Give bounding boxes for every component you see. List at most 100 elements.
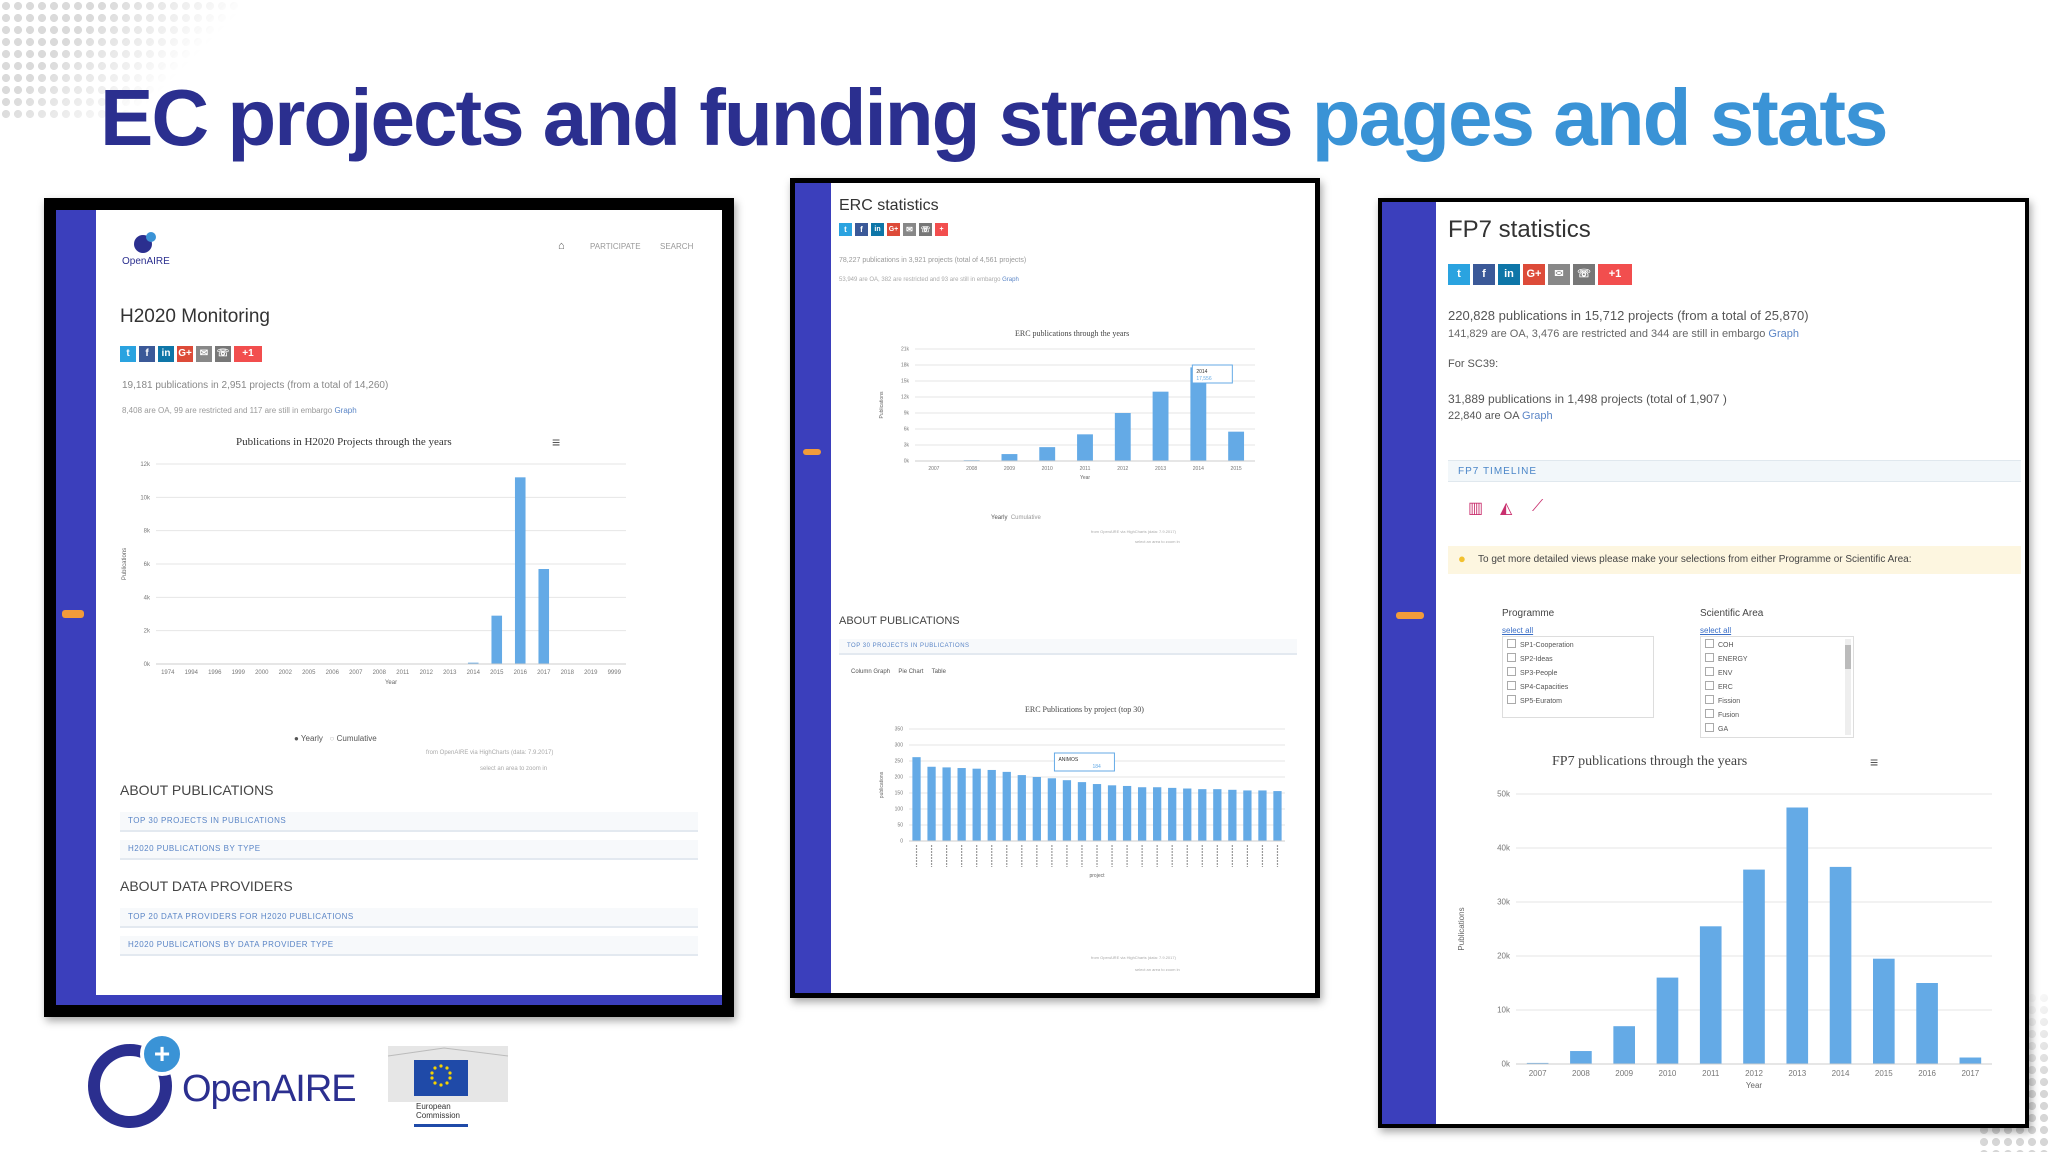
tab-column-graph[interactable]: Column Graph	[851, 669, 891, 675]
plus-icon[interactable]: +	[935, 223, 948, 236]
graph-link[interactable]: Graph	[1002, 277, 1019, 283]
chart1-credit: from OpenAIRE via HighCharts (data: 7.9.…	[1091, 529, 1176, 534]
area-option[interactable]: ENERGY	[1705, 653, 1748, 663]
linkedin-icon[interactable]: in	[871, 223, 884, 236]
bar	[942, 767, 951, 841]
area-option[interactable]: GA	[1705, 723, 1728, 733]
checkbox[interactable]	[1507, 681, 1516, 690]
googleplus-icon[interactable]: G+	[1523, 264, 1545, 285]
x-tick-label: 2013	[1788, 1069, 1806, 1078]
programme-select-all[interactable]: select all	[1502, 626, 1534, 635]
slide-title: EC projects and funding streams pages an…	[100, 72, 1888, 164]
chart-menu-icon[interactable]: ≡	[1870, 754, 1879, 770]
legend-cumulative-icon[interactable]: ○	[329, 734, 335, 743]
x-tick-label: 2006	[326, 670, 340, 676]
bar	[1114, 413, 1131, 461]
facebook-icon[interactable]: f	[855, 223, 868, 236]
legend-yearly-icon[interactable]: ●	[294, 734, 299, 743]
linkedin-icon[interactable]: in	[158, 346, 174, 362]
home-icon[interactable]: ⌂	[558, 240, 565, 252]
whatsapp-icon[interactable]: ☏	[215, 346, 231, 362]
nav-participate[interactable]: PARTICIPATE	[590, 242, 641, 251]
checkbox[interactable]	[1507, 667, 1516, 676]
y-tick-label: 15k	[901, 379, 910, 385]
stats-line-2-text: 53,949 are OA, 382 are restricted and 93…	[839, 277, 1001, 283]
bar-chart-icon[interactable]: ▥	[1468, 500, 1484, 517]
area-option[interactable]: ENV	[1705, 667, 1732, 677]
openaire-logo[interactable]: OpenAIRE	[108, 230, 178, 270]
area-list[interactable]: COH ENERGY ENV ERC Fission Fusion GA	[1700, 636, 1854, 738]
y-tick-label: 40k	[1497, 844, 1511, 853]
checkbox[interactable]	[1507, 695, 1516, 704]
sidebar-handle[interactable]	[1396, 612, 1424, 619]
area-option[interactable]: ERC	[1705, 681, 1733, 691]
area-option[interactable]: Fission	[1705, 695, 1740, 705]
checkbox[interactable]	[1705, 681, 1714, 690]
checkbox[interactable]	[1705, 695, 1714, 704]
publications-by-type-row[interactable]: H2020 PUBLICATIONS BY TYPE	[120, 840, 698, 860]
sc-graph-link[interactable]: Graph	[1522, 410, 1553, 422]
tab-pie-chart[interactable]: Pie Chart	[898, 669, 924, 675]
x-axis-label: Year	[1080, 475, 1090, 481]
publications-by-provider-type-row[interactable]: H2020 PUBLICATIONS BY DATA PROVIDER TYPE	[120, 936, 698, 956]
top30-projects-row[interactable]: TOP 30 PROJECTS IN PUBLICATIONS	[120, 812, 698, 832]
twitter-icon[interactable]: t	[1448, 264, 1470, 285]
programme-option[interactable]: SP2-Ideas	[1507, 653, 1553, 663]
legend-yearly[interactable]: Yearly	[300, 734, 323, 743]
email-icon[interactable]: ✉	[1548, 264, 1570, 285]
twitter-icon[interactable]: t	[839, 223, 852, 236]
graph-link[interactable]: Graph	[334, 406, 357, 415]
checkbox[interactable]	[1507, 653, 1516, 662]
plus-icon[interactable]: +1	[234, 346, 262, 362]
y-axis-label: Publications	[1457, 907, 1466, 950]
plus-icon[interactable]: +1	[1598, 264, 1632, 285]
checkbox[interactable]	[1705, 723, 1714, 732]
legend-cumulative[interactable]: Cumulative	[1010, 515, 1041, 521]
fp7-statistics-screenshot: FP7 statistics t f in G+ ✉ ☏ +1 220,828 …	[1378, 198, 2029, 1128]
sidebar-handle[interactable]	[62, 610, 84, 618]
area-chart-icon[interactable]: ◭	[1500, 500, 1513, 517]
email-icon[interactable]: ✉	[196, 346, 212, 362]
programme-option[interactable]: SP5-Euratom	[1507, 695, 1562, 705]
checkbox[interactable]	[1705, 639, 1714, 648]
whatsapp-icon[interactable]: ☏	[1573, 264, 1595, 285]
sidebar-handle[interactable]	[803, 449, 821, 455]
checkbox[interactable]	[1705, 709, 1714, 718]
googleplus-icon[interactable]: G+	[177, 346, 193, 362]
twitter-icon[interactable]: t	[120, 346, 136, 362]
programme-option[interactable]: SP3-People	[1507, 667, 1557, 677]
tab-table[interactable]: Table	[931, 669, 946, 675]
line-chart-icon[interactable]: ⟋	[1532, 498, 1544, 515]
area-option[interactable]: COH	[1705, 639, 1734, 649]
openaire-ring-icon: +	[88, 1032, 184, 1128]
area-select-all[interactable]: select all	[1700, 626, 1732, 635]
top30-projects-row[interactable]: TOP 30 PROJECTS IN PUBLICATIONS	[839, 639, 1297, 655]
x-tick-label: 2009	[1615, 1069, 1633, 1078]
sidebar	[1382, 202, 1436, 1124]
openaire-logo-text: OpenAIRE	[182, 1068, 357, 1110]
legend-yearly[interactable]: Yearly	[991, 515, 1008, 521]
facebook-icon[interactable]: f	[139, 346, 155, 362]
whatsapp-icon[interactable]: ☏	[919, 223, 932, 236]
area-list-scrollbar[interactable]	[1845, 639, 1851, 735]
programme-option[interactable]: SP1-Cooperation	[1507, 639, 1574, 649]
area-option[interactable]: Fusion	[1705, 709, 1739, 719]
checkbox[interactable]	[1705, 653, 1714, 662]
y-tick-label: 0k	[1502, 1060, 1511, 1069]
chart-menu-icon[interactable]: ≡	[552, 434, 561, 450]
facebook-icon[interactable]: f	[1473, 264, 1495, 285]
linkedin-icon[interactable]: in	[1498, 264, 1520, 285]
legend-cumulative[interactable]: Cumulative	[336, 734, 377, 743]
bar	[987, 769, 996, 841]
googleplus-icon[interactable]: G+	[887, 223, 900, 236]
top20-data-providers-row[interactable]: TOP 20 DATA PROVIDERS FOR H2020 PUBLICAT…	[120, 908, 698, 928]
bar	[1699, 926, 1722, 1064]
checkbox[interactable]	[1705, 667, 1714, 676]
checkbox[interactable]	[1507, 639, 1516, 648]
graph-link[interactable]: Graph	[1768, 328, 1799, 340]
programme-option[interactable]: SP4-Capacities	[1507, 681, 1568, 691]
y-tick-label: 9k	[904, 411, 910, 417]
programme-list[interactable]: SP1-Cooperation SP2-Ideas SP3-People SP4-Ca…	[1502, 636, 1654, 718]
email-icon[interactable]: ✉	[903, 223, 916, 236]
nav-search[interactable]: SEARCH	[660, 242, 694, 251]
